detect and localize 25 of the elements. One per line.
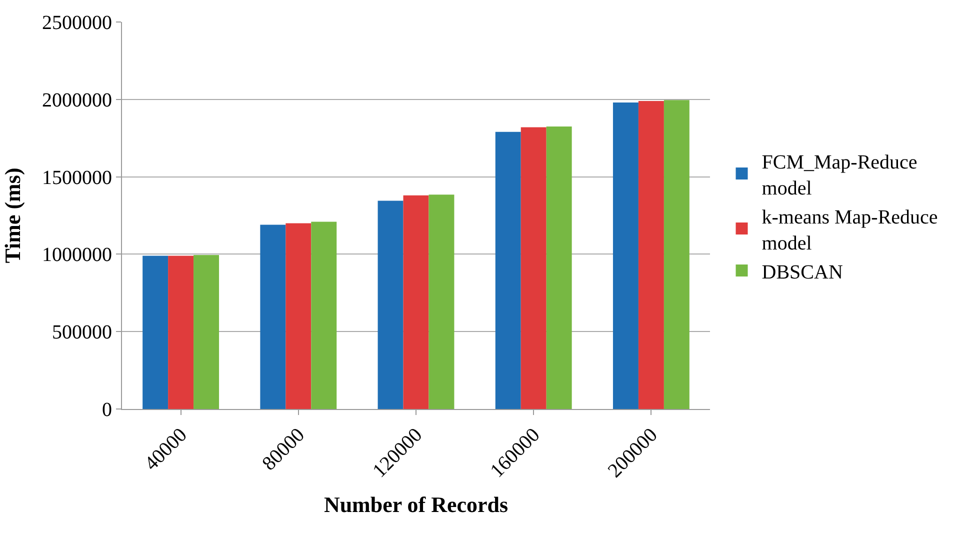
y-tick-label: 1000000 bbox=[42, 244, 112, 266]
bar bbox=[612, 102, 638, 409]
legend-label: k-means Map-Reduce model bbox=[762, 206, 938, 254]
bar bbox=[260, 224, 286, 409]
x-axis-title: Number of Records bbox=[324, 492, 508, 517]
y-axis-title: Time (ms) bbox=[0, 168, 25, 264]
y-tick-label: 0 bbox=[102, 399, 112, 421]
y-tick-label: 500000 bbox=[52, 322, 112, 344]
bar bbox=[520, 127, 546, 409]
y-tick-label: 2000000 bbox=[42, 89, 112, 112]
bar bbox=[428, 194, 454, 409]
y-tick-label: 2500000 bbox=[42, 12, 112, 34]
bar bbox=[495, 132, 521, 409]
bar bbox=[142, 256, 168, 409]
legend-label: DBSCAN bbox=[762, 261, 843, 284]
bar bbox=[664, 100, 690, 409]
bar bbox=[286, 223, 312, 409]
bar bbox=[638, 100, 664, 409]
bar bbox=[403, 195, 429, 409]
bar bbox=[378, 200, 404, 409]
bar bbox=[311, 222, 337, 409]
y-tick-label: 1500000 bbox=[42, 166, 112, 189]
bar bbox=[546, 126, 572, 409]
bar bbox=[194, 254, 220, 409]
bar bbox=[168, 256, 194, 409]
